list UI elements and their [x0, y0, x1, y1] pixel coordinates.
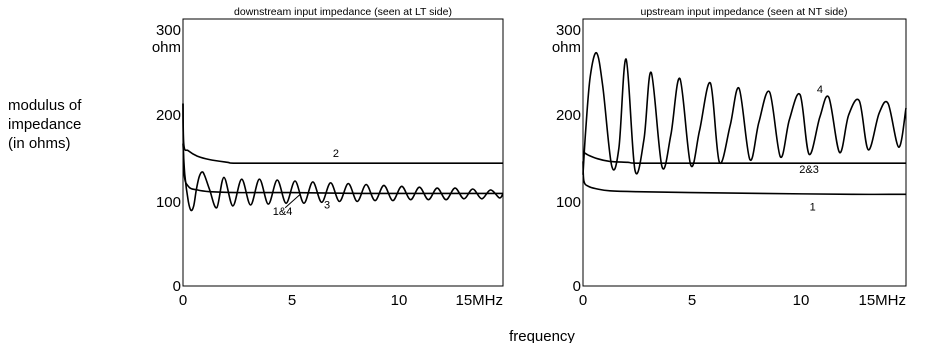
series-annotation-1-and-4: 1&4	[273, 206, 293, 218]
x-tick-label-5: 5	[688, 292, 696, 309]
x-tick-label-0: 0	[179, 292, 187, 309]
plot-frame	[582, 18, 907, 287]
series-annotation-3: 3	[324, 200, 330, 212]
y-side-label-line-2: impedance	[8, 116, 81, 133]
series-line-2	[182, 103, 503, 165]
series-line-2-and-3	[582, 151, 906, 165]
y-side-label-line-1: modulus of	[8, 97, 82, 114]
plot-frame	[182, 18, 504, 287]
y-tick-label-200: 200	[556, 107, 581, 124]
series-line-1-and-4	[182, 103, 503, 195]
y-unit-label: ohm	[552, 39, 581, 56]
x-tick-label-10: 10	[391, 292, 408, 309]
chart-title: upstream input impedance (seen at NT sid…	[641, 6, 848, 18]
x-axis-label: frequency	[509, 328, 575, 343]
series-annotation-2-and-3: 2&3	[799, 164, 819, 176]
upstream-impedance-chart: upstream input impedance (seen at NT sid…	[552, 6, 907, 309]
y-tick-label-300: 300	[556, 22, 581, 39]
x-tick-label-0: 0	[579, 292, 587, 309]
y-side-label-line-3: (in ohms)	[8, 135, 71, 152]
series-lines	[582, 51, 907, 196]
series-annotation-1: 1	[810, 201, 816, 213]
x-tick-label-10: 10	[793, 292, 810, 309]
y-tick-label-300: 300	[156, 22, 181, 39]
series-lines	[182, 103, 504, 212]
y-tick-label-100: 100	[556, 194, 581, 211]
x-tick-label-5: 5	[288, 292, 296, 309]
chart-title: downstream input impedance (seen at LT s…	[234, 6, 452, 18]
series-annotations: 2 1&4 3	[273, 148, 339, 218]
x-tick-label-15mhz: 15MHz	[455, 292, 503, 309]
series-line-1	[582, 161, 907, 196]
y-tick-label-200: 200	[156, 107, 181, 124]
y-tick-label-100: 100	[156, 194, 181, 211]
series-annotation-2: 2	[333, 148, 339, 160]
series-annotations: 4 2&3 1	[799, 84, 823, 213]
y-unit-label: ohm	[152, 39, 181, 56]
series-line-3	[182, 143, 504, 212]
annotation-leader-line	[284, 193, 301, 209]
y-tick-label-0: 0	[173, 278, 181, 295]
x-tick-label-15mhz: 15MHz	[858, 292, 906, 309]
series-annotation-4: 4	[817, 84, 823, 96]
downstream-impedance-chart: downstream input impedance (seen at LT s…	[152, 6, 504, 309]
series-line-4	[582, 51, 907, 175]
y-tick-label-0: 0	[573, 278, 581, 295]
